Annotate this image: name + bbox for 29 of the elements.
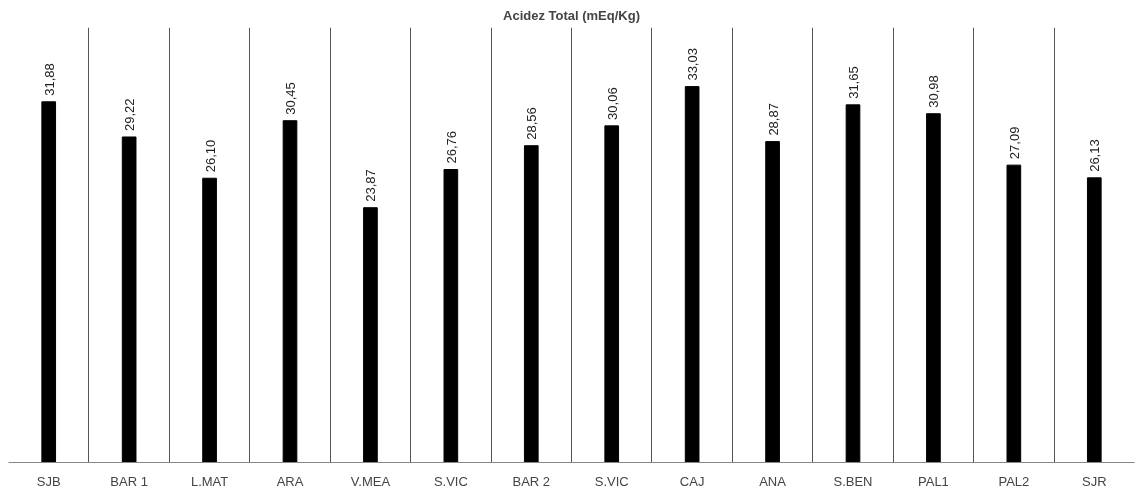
x-tick-label: ANA	[759, 473, 787, 489]
x-tick-label: BAR 2	[512, 473, 551, 489]
data-label: 33,03	[685, 48, 701, 81]
data-label: 31,65	[846, 66, 861, 99]
x-tick-label: SJR	[1082, 473, 1107, 489]
data-label: 26,10	[202, 139, 218, 173]
x-tick-label: BAR 1	[110, 473, 148, 489]
x-tick-label: S.VIC	[594, 473, 629, 489]
x-tick-label: S.BEN	[833, 473, 873, 489]
data-label: 31,88	[41, 63, 57, 96]
data-label: 30,06	[604, 87, 620, 120]
x-tick-label: ARA	[276, 473, 304, 489]
data-label: 29,22	[122, 98, 138, 131]
chart-title: Acidez Total (mEq/Kg)	[503, 7, 640, 23]
data-label: 26,76	[443, 130, 459, 164]
data-label: 30,98	[926, 75, 942, 108]
data-label: 23,87	[363, 169, 379, 202]
data-label: 30,45	[283, 82, 298, 115]
data-label: 27,09	[1006, 126, 1022, 160]
data-label: 26,13	[1087, 139, 1103, 172]
data-label: 28,87	[765, 103, 781, 136]
x-tick-label: PAL2	[998, 473, 1030, 489]
x-tick-label: PAL1	[918, 473, 949, 489]
x-tick-label: L.MAT	[190, 473, 229, 489]
x-tick-label: SJB	[36, 473, 61, 489]
x-tick-label: V.MEA	[350, 473, 391, 489]
x-tick-label: CAJ	[679, 473, 705, 489]
x-tick-label: S.VIC	[433, 473, 468, 489]
data-label: 28,56	[524, 107, 540, 140]
